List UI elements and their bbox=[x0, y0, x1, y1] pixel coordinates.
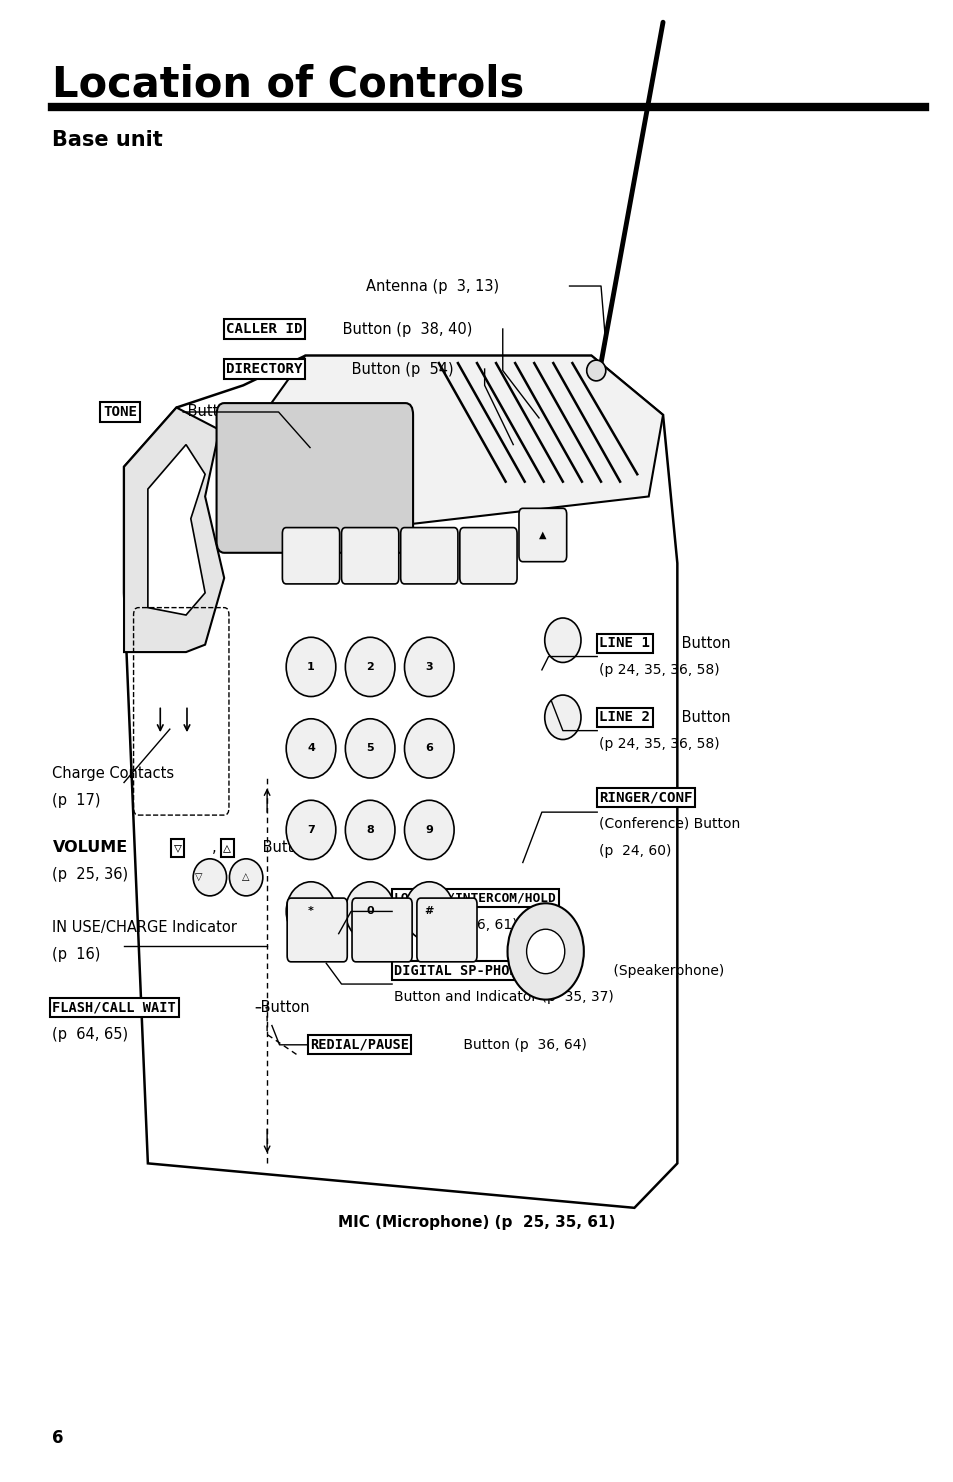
Text: MIC (Microphone) (p  25, 35, 61): MIC (Microphone) (p 25, 35, 61) bbox=[338, 1215, 615, 1230]
Ellipse shape bbox=[404, 800, 454, 860]
FancyBboxPatch shape bbox=[282, 528, 339, 584]
Text: Buttons: Buttons bbox=[257, 840, 318, 855]
Ellipse shape bbox=[526, 929, 564, 974]
Ellipse shape bbox=[345, 637, 395, 697]
Text: Button: Button bbox=[255, 1000, 309, 1015]
Text: (p  17): (p 17) bbox=[52, 793, 101, 808]
Text: (Conference) Button: (Conference) Button bbox=[598, 817, 740, 831]
Text: DIGITAL SP-PHONE: DIGITAL SP-PHONE bbox=[394, 963, 525, 978]
Ellipse shape bbox=[286, 637, 335, 697]
Text: (p  25, 36): (p 25, 36) bbox=[52, 867, 129, 882]
Text: Button: Button bbox=[677, 636, 730, 651]
FancyBboxPatch shape bbox=[341, 528, 398, 584]
Ellipse shape bbox=[345, 882, 395, 941]
Text: (p 24, 35, 36, 58): (p 24, 35, 36, 58) bbox=[598, 662, 719, 677]
FancyBboxPatch shape bbox=[518, 508, 566, 562]
Text: (p 24, 35, 36, 58): (p 24, 35, 36, 58) bbox=[598, 737, 719, 751]
Ellipse shape bbox=[193, 860, 226, 895]
Text: 6: 6 bbox=[52, 1429, 64, 1446]
Text: (p  24, 60): (p 24, 60) bbox=[598, 843, 671, 858]
Text: 5: 5 bbox=[366, 744, 374, 753]
Ellipse shape bbox=[404, 637, 454, 697]
Text: 0: 0 bbox=[366, 907, 374, 916]
Polygon shape bbox=[124, 408, 224, 652]
Text: LINE 1: LINE 1 bbox=[598, 636, 649, 651]
Text: 2: 2 bbox=[366, 662, 374, 671]
Text: ▽: ▽ bbox=[194, 873, 202, 882]
Text: ,: , bbox=[212, 840, 221, 855]
Text: LOCATOR/INTERCOM/HOLD: LOCATOR/INTERCOM/HOLD bbox=[394, 892, 557, 904]
Ellipse shape bbox=[345, 719, 395, 778]
Text: 9: 9 bbox=[425, 825, 433, 834]
FancyBboxPatch shape bbox=[400, 528, 457, 584]
Polygon shape bbox=[257, 356, 662, 534]
Text: FLASH/CALL WAIT: FLASH/CALL WAIT bbox=[52, 1000, 176, 1015]
Text: IN USE/CHARGE Indicator: IN USE/CHARGE Indicator bbox=[52, 920, 237, 935]
Ellipse shape bbox=[404, 882, 454, 941]
Polygon shape bbox=[124, 356, 677, 1208]
Text: (Speakerphone): (Speakerphone) bbox=[608, 963, 723, 978]
Text: Antenna (p  3, 13): Antenna (p 3, 13) bbox=[366, 279, 499, 293]
Text: VOLUME: VOLUME bbox=[52, 840, 128, 855]
Text: (p  16): (p 16) bbox=[52, 947, 101, 962]
Text: TONE: TONE bbox=[103, 405, 137, 419]
Text: CALLER ID: CALLER ID bbox=[226, 322, 302, 336]
Ellipse shape bbox=[229, 860, 263, 895]
Text: Button (p  36, 64): Button (p 36, 64) bbox=[458, 1037, 586, 1052]
FancyBboxPatch shape bbox=[459, 528, 517, 584]
Ellipse shape bbox=[286, 882, 335, 941]
Text: Button (p  54): Button (p 54) bbox=[347, 362, 454, 376]
Ellipse shape bbox=[345, 800, 395, 860]
Text: *: * bbox=[308, 907, 314, 916]
FancyBboxPatch shape bbox=[216, 403, 413, 553]
Text: DIRECTORY: DIRECTORY bbox=[226, 362, 302, 376]
Text: RINGER/CONF: RINGER/CONF bbox=[598, 790, 692, 805]
Text: ▲: ▲ bbox=[538, 531, 546, 539]
Ellipse shape bbox=[544, 695, 580, 740]
Text: 6: 6 bbox=[425, 744, 433, 753]
Text: 3: 3 bbox=[425, 662, 433, 671]
Text: Button: Button bbox=[677, 710, 730, 725]
Text: Base unit: Base unit bbox=[52, 130, 163, 150]
Text: Button and Indicator (p  35, 37): Button and Indicator (p 35, 37) bbox=[394, 990, 613, 1005]
Text: △: △ bbox=[242, 873, 250, 882]
Text: Location of Controls: Location of Controls bbox=[52, 64, 524, 105]
Ellipse shape bbox=[544, 618, 580, 662]
Text: Button (p  38, 40): Button (p 38, 40) bbox=[337, 322, 472, 336]
FancyBboxPatch shape bbox=[352, 898, 412, 962]
Text: 1: 1 bbox=[307, 662, 314, 671]
Text: (p  64, 65): (p 64, 65) bbox=[52, 1027, 129, 1042]
Ellipse shape bbox=[586, 360, 605, 381]
Text: LINE 2: LINE 2 bbox=[598, 710, 649, 725]
Text: Charge Contacts: Charge Contacts bbox=[52, 766, 174, 781]
Text: Button (p  36, 61): Button (p 36, 61) bbox=[394, 917, 517, 932]
Text: △: △ bbox=[223, 842, 231, 854]
Text: #: # bbox=[424, 907, 434, 916]
FancyBboxPatch shape bbox=[416, 898, 476, 962]
Ellipse shape bbox=[286, 719, 335, 778]
Text: REDIAL/PAUSE: REDIAL/PAUSE bbox=[310, 1037, 409, 1052]
Text: ▽: ▽ bbox=[173, 842, 181, 854]
Ellipse shape bbox=[404, 719, 454, 778]
Text: 4: 4 bbox=[307, 744, 314, 753]
Ellipse shape bbox=[507, 904, 583, 1000]
FancyBboxPatch shape bbox=[287, 898, 347, 962]
Text: 7: 7 bbox=[307, 825, 314, 834]
Text: 8: 8 bbox=[366, 825, 374, 834]
Polygon shape bbox=[148, 445, 205, 615]
Ellipse shape bbox=[286, 800, 335, 860]
Text: Button (p  63): Button (p 63) bbox=[183, 405, 290, 419]
